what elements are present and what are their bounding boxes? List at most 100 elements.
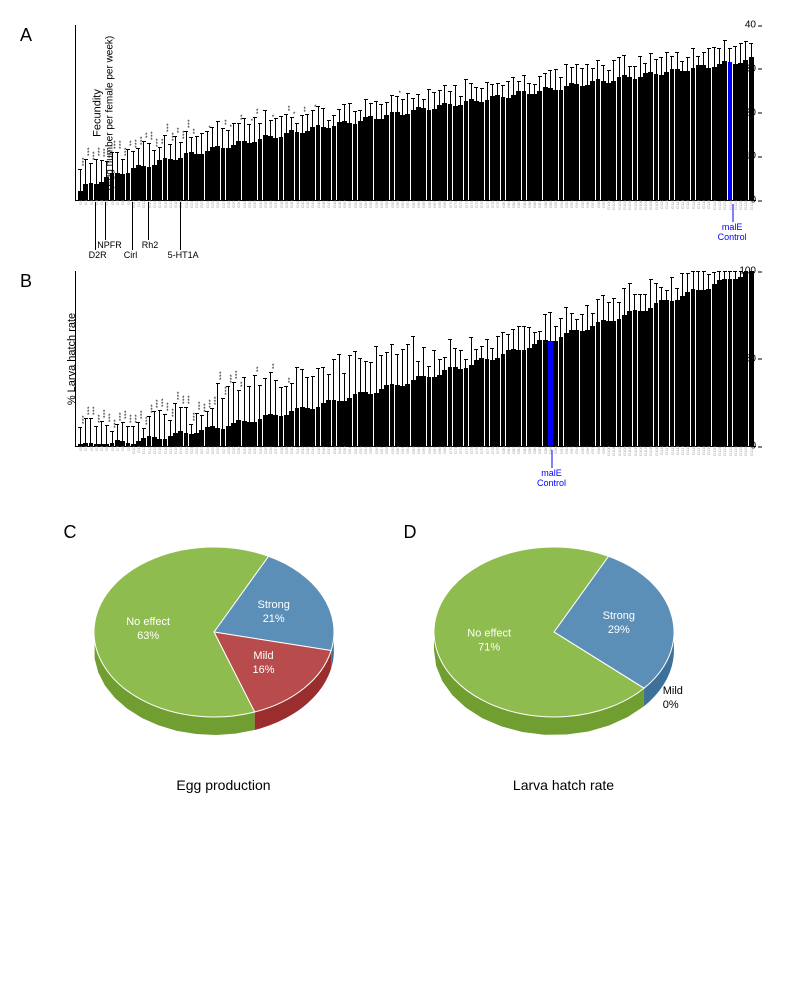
x-tick-label: G15 (157, 200, 162, 220)
bar (722, 40, 727, 200)
x-tick-label: G124 (733, 200, 738, 220)
bar: *** (221, 398, 226, 446)
x-tick-label: G117 (696, 200, 701, 220)
bar (210, 127, 215, 200)
x-tick-label: G119 (706, 200, 711, 220)
bar: *** (131, 151, 136, 200)
bar (474, 87, 479, 200)
bar: *** (157, 410, 162, 446)
significance-marker: ** (143, 133, 148, 139)
bar (659, 287, 664, 446)
bar (427, 89, 432, 200)
bar (601, 65, 606, 200)
x-tick-label: G95 (580, 200, 585, 220)
x-tick-label: G44 (310, 200, 315, 220)
x-tick-label: G77 (485, 200, 490, 220)
x-tick-label: G79 (495, 446, 500, 466)
x-tick-label: G91 (559, 446, 564, 466)
x-tick-label: G10 (131, 446, 136, 466)
x-tick-label: G98 (596, 200, 601, 220)
bar (701, 52, 706, 200)
bar (442, 85, 447, 200)
bar (643, 294, 648, 446)
x-tick-label: G84 (522, 200, 527, 220)
x-tick-label: G52 (353, 446, 358, 466)
gene-callout: NPFR (97, 240, 122, 250)
bar (279, 387, 284, 446)
x-tick-label: G51 (347, 200, 352, 220)
bar (390, 344, 395, 446)
x-tick-label: G28 (226, 200, 231, 220)
bar (448, 339, 453, 446)
bar (580, 314, 585, 446)
bar (289, 383, 294, 446)
significance-marker: *** (149, 132, 154, 141)
panel-d-title: Larva hatch rate (424, 777, 704, 793)
significance-marker: *** (196, 402, 201, 411)
bar (712, 47, 717, 200)
bar (585, 305, 590, 446)
significance-marker: ** (127, 141, 132, 147)
bar: *** (136, 422, 141, 446)
bar (316, 106, 321, 200)
x-tick-label: G105 (633, 446, 638, 466)
significance-marker: ** (254, 367, 259, 373)
bar (485, 339, 490, 446)
bar: *** (120, 422, 125, 446)
x-tick-label: G116 (691, 200, 696, 220)
bar (580, 68, 585, 200)
x-tick-label: G1 (83, 446, 88, 466)
pie-charts-row: C Strong21%Mild16%No effect63% Egg produ… (20, 527, 767, 793)
bar: *** (189, 424, 194, 446)
x-tick-label: G91 (559, 200, 564, 220)
bar (738, 271, 743, 446)
bar: *** (178, 142, 183, 200)
bar (321, 108, 326, 200)
bar: ** (300, 115, 305, 200)
x-tick-label: G108 (648, 446, 653, 466)
bar (643, 63, 648, 200)
significance-marker: *** (180, 396, 185, 405)
bar (263, 378, 268, 446)
bar (680, 273, 685, 446)
x-tick-label: G109 (654, 446, 659, 466)
bar: *** (163, 414, 168, 446)
bar (342, 373, 347, 446)
x-tick-label: G80 (501, 200, 506, 220)
bar (648, 279, 653, 446)
x-tick-label: G94 (574, 200, 579, 220)
bar: ** (173, 136, 178, 200)
x-tick-label: G101 (611, 200, 616, 220)
x-tick-label: G112 (670, 446, 675, 466)
significance-marker: * (291, 112, 296, 115)
bar (358, 110, 363, 200)
bar (733, 46, 738, 200)
x-tick-label: G102 (617, 200, 622, 220)
slice-label: Mild (662, 685, 682, 697)
significance-marker: *** (106, 414, 111, 423)
x-tick-label: G79 (495, 200, 500, 220)
bar (437, 359, 442, 446)
bar: *** (115, 424, 120, 446)
bar (638, 56, 643, 200)
x-tick-label: G56 (374, 200, 379, 220)
x-tick-label: G55 (368, 200, 373, 220)
bar (453, 85, 458, 200)
bar (706, 48, 711, 200)
x-tick-label: G70 (448, 200, 453, 220)
x-tick-label: G127 (749, 446, 754, 466)
x-tick-label: G8 (120, 446, 125, 466)
bar (368, 103, 373, 200)
bar: ** (252, 117, 257, 200)
x-tick-label: G127 (749, 200, 754, 220)
x-tick-label: G122 (722, 446, 727, 466)
bar (316, 368, 321, 446)
bar (332, 359, 337, 446)
bar: *** (226, 386, 231, 446)
bar (384, 102, 389, 200)
bar (342, 104, 347, 200)
x-tick-label: G16 (163, 200, 168, 220)
x-tick-label: G110 (659, 200, 664, 220)
x-tick-label: G30 (236, 200, 241, 220)
bar: *** (104, 425, 109, 446)
